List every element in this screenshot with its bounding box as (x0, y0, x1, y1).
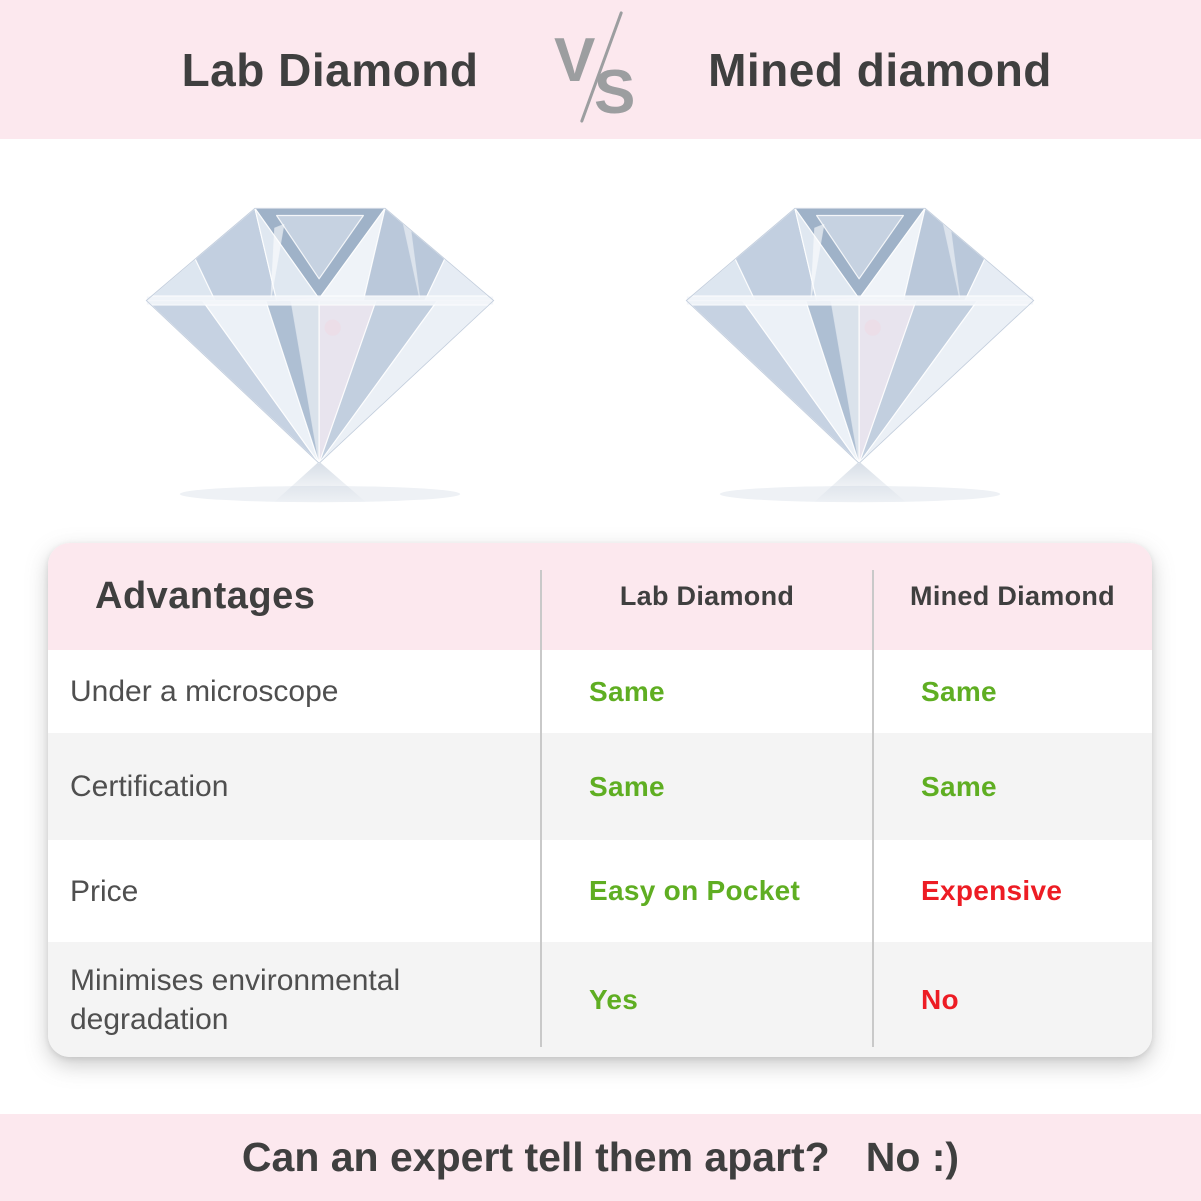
top-banner: Lab Diamond V S Mined diamond (0, 0, 1201, 139)
column-divider (540, 570, 542, 1047)
mined-value-price: Expensive (921, 875, 1063, 906)
vs-letter-s: S (594, 58, 636, 127)
footer-question: Can an expert tell them apart? (241, 1134, 830, 1180)
lab-diamond-column-header: Lab Diamond (619, 581, 795, 611)
bottom-banner: Can an expert tell them apart? No :) (0, 1114, 1201, 1201)
comparison-table: Advantages Lab Diamond Mined Diamond Und… (48, 543, 1152, 1057)
advantages-header: Advantages (95, 575, 316, 617)
lab-value-microscope: Same (589, 675, 665, 707)
table-header-row: Advantages Lab Diamond Mined Diamond (48, 543, 1152, 650)
mined-value-environment: No (921, 983, 959, 1015)
lab-diamond-image (139, 192, 501, 504)
table-row: Under a microscope Same Same (48, 650, 1152, 733)
vs-letter-v: V (554, 26, 596, 95)
footer-answer: No :) (865, 1134, 960, 1180)
row-label-microscope: Under a microscope (70, 675, 339, 708)
mined-value-microscope: Same (921, 675, 997, 707)
lab-value-certification: Same (589, 770, 665, 802)
table-row: Certification Same Same (48, 733, 1152, 840)
table-row: Minimises environmental degradation Yes … (48, 942, 1152, 1057)
mined-diamond-column-header: Mined Diamond (910, 581, 1115, 611)
lab-value-environment: Yes (589, 983, 639, 1015)
row-label-environment: Minimises environmental degradation (70, 963, 401, 1036)
mined-diamond-title: Mined diamond (708, 43, 1052, 96)
table-row: Price Easy on Pocket Expensive (48, 840, 1152, 942)
column-divider (872, 570, 874, 1047)
lab-diamond-title: Lab Diamond (181, 43, 479, 96)
vs-badge: V S (540, 0, 660, 139)
row-label-certification: Certification (70, 770, 229, 803)
mined-value-certification: Same (921, 770, 997, 802)
mined-diamond-image (679, 192, 1041, 504)
lab-value-price: Easy on Pocket (589, 875, 801, 906)
row-label-price: Price (70, 874, 139, 908)
